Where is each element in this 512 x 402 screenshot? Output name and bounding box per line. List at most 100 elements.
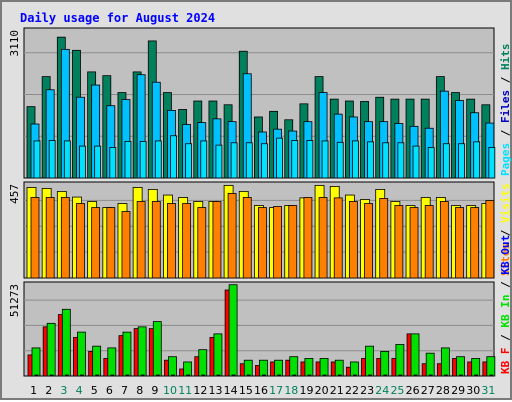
x-tick-label: 4	[76, 384, 83, 397]
bar-sites-20	[318, 197, 328, 279]
bar-kb-out-10	[171, 374, 175, 377]
bar-kb-out-3	[64, 374, 69, 377]
bar-sites-13	[212, 201, 222, 279]
chart-panels: 3110 Pages / Files / Hits 457 Sites / Visit…	[8, 27, 512, 377]
bar-sites-6	[106, 207, 116, 279]
bar-sites-10	[167, 203, 176, 279]
bar-kb-in-30	[471, 358, 481, 377]
bar-kb-in-8	[137, 326, 147, 377]
bar-kb-out-27	[428, 374, 433, 377]
legend-separator: /	[499, 70, 512, 90]
bar-sites-18	[288, 205, 298, 279]
bar-kb-out-26	[413, 374, 418, 377]
bar-kb-in-28	[440, 347, 450, 377]
bar-pages-27	[427, 147, 435, 179]
x-tick-label: 31	[481, 384, 495, 397]
panel-legend-labels: Pages / Files / Hits	[499, 44, 512, 177]
x-tick-label: 17	[269, 384, 283, 397]
legend-separator: /	[499, 275, 512, 295]
x-axis-labels: 1 2 3 4 5 6 7 8 9 10 11 12 13 14 15 16 17 18 19 20 21 22 23 24 2…	[30, 384, 495, 397]
bar-kb-out-24	[383, 374, 388, 377]
x-tick-label: 27	[421, 384, 435, 397]
bar-kb-in-5	[92, 345, 102, 377]
bar-pages-20	[321, 140, 329, 179]
x-tick-label: 7	[121, 384, 128, 397]
x-tick-label: 1	[30, 384, 37, 397]
panel-hits-files-pages: 3110 Pages / Files / Hits	[8, 27, 512, 179]
bar-kb-out-20	[322, 374, 327, 377]
bar-kb-in-17	[274, 359, 283, 377]
x-tick-label: 10	[163, 384, 177, 397]
bar-kb-out-7	[125, 374, 130, 377]
x-tick-label: 22	[345, 384, 359, 397]
bar-pages-11	[185, 143, 193, 179]
bar-kb-out-15	[246, 374, 251, 377]
bar-pages-14	[230, 142, 238, 179]
bar-sites-25	[394, 205, 404, 279]
bar-pages-15	[245, 142, 253, 179]
bar-sites-29	[455, 207, 464, 279]
bar-kb-out-31	[489, 374, 494, 377]
bar-kb-out-16	[262, 374, 266, 377]
bar-sites-15	[242, 197, 252, 279]
bar-kb-out-12	[201, 374, 206, 377]
panel-visits-sites: 457 Sites / Visits	[8, 181, 512, 279]
bar-kb-out-25	[398, 374, 403, 377]
bar-sites-12	[197, 207, 207, 279]
series-kb-f	[27, 289, 491, 377]
bar-kb-out-2	[49, 374, 54, 377]
panel-max-label: 457	[8, 184, 21, 204]
bar-kb-out-18	[292, 374, 297, 377]
legend-separator: /	[499, 123, 512, 143]
bar-kb-in-7	[122, 331, 132, 377]
bar-kb-out-17	[277, 374, 281, 377]
x-tick-label: 6	[106, 384, 113, 397]
bar-pages-10	[170, 135, 177, 179]
bar-pages-1	[33, 140, 41, 179]
bar-kb-out-8	[140, 374, 145, 377]
bar-pages-22	[351, 140, 359, 179]
bar-kb-in-10	[168, 356, 177, 377]
x-tick-label: 23	[360, 384, 374, 397]
bar-kb-out-19	[307, 374, 312, 377]
bar-sites-31	[485, 200, 495, 279]
x-tick-label: 20	[315, 384, 329, 397]
x-tick-label: 19	[299, 384, 313, 397]
bar-kb-out-11	[186, 374, 191, 377]
bar-pages-21	[336, 141, 344, 179]
bar-pages-25	[397, 142, 405, 179]
bar-sites-16	[258, 207, 267, 279]
bar-kb-in-24	[380, 351, 390, 377]
x-tick-label: 13	[209, 384, 223, 397]
bar-pages-18	[291, 140, 299, 179]
x-tick-label: 12	[193, 384, 207, 397]
bar-pages-17	[276, 137, 283, 179]
x-tick-label: 24	[375, 384, 389, 397]
panel-legend-labels: KB F / KB In / KB Out	[499, 235, 512, 374]
legend-label: Pages	[499, 143, 512, 176]
bar-sites-1	[30, 197, 40, 279]
panel-max-label: 51273	[8, 284, 21, 317]
x-tick-label: 16	[254, 384, 268, 397]
panel-kbytes: 51273 KB F / KB In / KB Out	[8, 235, 512, 377]
bar-kb-in-19	[304, 358, 314, 377]
bar-sites-11	[182, 203, 192, 279]
bar-pages-28	[442, 143, 450, 179]
bar-sites-7	[121, 211, 131, 279]
bar-sites-5	[91, 207, 101, 279]
bar-kb-out-21	[337, 374, 342, 377]
bar-kb-out-23	[368, 374, 372, 377]
bar-kb-in-23	[365, 345, 374, 377]
x-tick-label: 21	[330, 384, 344, 397]
bar-pages-13	[215, 144, 223, 179]
bar-kb-in-13	[213, 333, 223, 377]
bar-pages-2	[48, 140, 56, 179]
x-tick-label: 15	[239, 384, 253, 397]
bar-sites-9	[151, 201, 161, 279]
bar-pages-29	[458, 143, 465, 179]
bar-sites-21	[333, 197, 343, 279]
bar-pages-24	[382, 142, 390, 179]
bar-kb-out-22	[352, 374, 357, 377]
bar-kb-in-21	[334, 359, 344, 377]
bar-pages-3	[63, 140, 71, 179]
